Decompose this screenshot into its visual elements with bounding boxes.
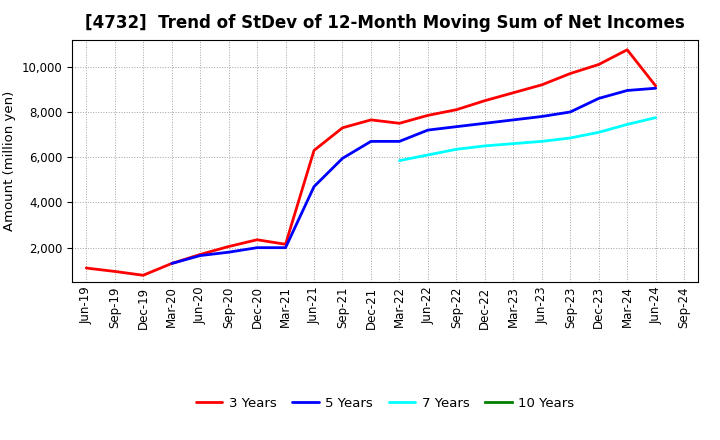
5 Years [480, 121, 489, 126]
7 Years [423, 152, 432, 158]
7 Years [395, 158, 404, 163]
3 Years [623, 47, 631, 52]
5 Years [452, 124, 461, 129]
7 Years [509, 141, 518, 146]
3 Years [480, 98, 489, 103]
3 Years [652, 83, 660, 88]
5 Years [537, 114, 546, 119]
3 Years [566, 71, 575, 76]
3 Years [310, 148, 318, 153]
5 Years [196, 253, 204, 258]
Line: 3 Years: 3 Years [86, 50, 656, 275]
3 Years [282, 242, 290, 247]
Title: [4732]  Trend of StDev of 12-Month Moving Sum of Net Incomes: [4732] Trend of StDev of 12-Month Moving… [86, 15, 685, 33]
3 Years [452, 107, 461, 112]
Y-axis label: Amount (million yen): Amount (million yen) [3, 91, 16, 231]
7 Years [566, 136, 575, 141]
5 Years [395, 139, 404, 144]
5 Years [338, 156, 347, 161]
5 Years [652, 86, 660, 91]
5 Years [623, 88, 631, 93]
3 Years [225, 244, 233, 249]
3 Years [366, 117, 375, 122]
3 Years [338, 125, 347, 130]
5 Years [566, 109, 575, 114]
5 Years [167, 261, 176, 266]
7 Years [623, 122, 631, 127]
Legend: 3 Years, 5 Years, 7 Years, 10 Years: 3 Years, 5 Years, 7 Years, 10 Years [191, 392, 580, 415]
3 Years [167, 261, 176, 266]
3 Years [82, 265, 91, 271]
5 Years [282, 245, 290, 250]
5 Years [225, 249, 233, 255]
5 Years [253, 245, 261, 250]
3 Years [423, 113, 432, 118]
5 Years [595, 96, 603, 101]
5 Years [366, 139, 375, 144]
5 Years [310, 184, 318, 189]
3 Years [595, 62, 603, 67]
Line: 5 Years: 5 Years [171, 88, 656, 264]
7 Years [452, 147, 461, 152]
7 Years [595, 130, 603, 135]
3 Years [196, 252, 204, 257]
3 Years [253, 237, 261, 242]
3 Years [139, 273, 148, 278]
7 Years [652, 115, 660, 120]
5 Years [423, 128, 432, 133]
3 Years [395, 121, 404, 126]
5 Years [509, 117, 518, 122]
7 Years [480, 143, 489, 149]
Line: 7 Years: 7 Years [400, 117, 656, 161]
3 Years [509, 90, 518, 95]
3 Years [537, 82, 546, 88]
7 Years [537, 139, 546, 144]
3 Years [110, 269, 119, 274]
